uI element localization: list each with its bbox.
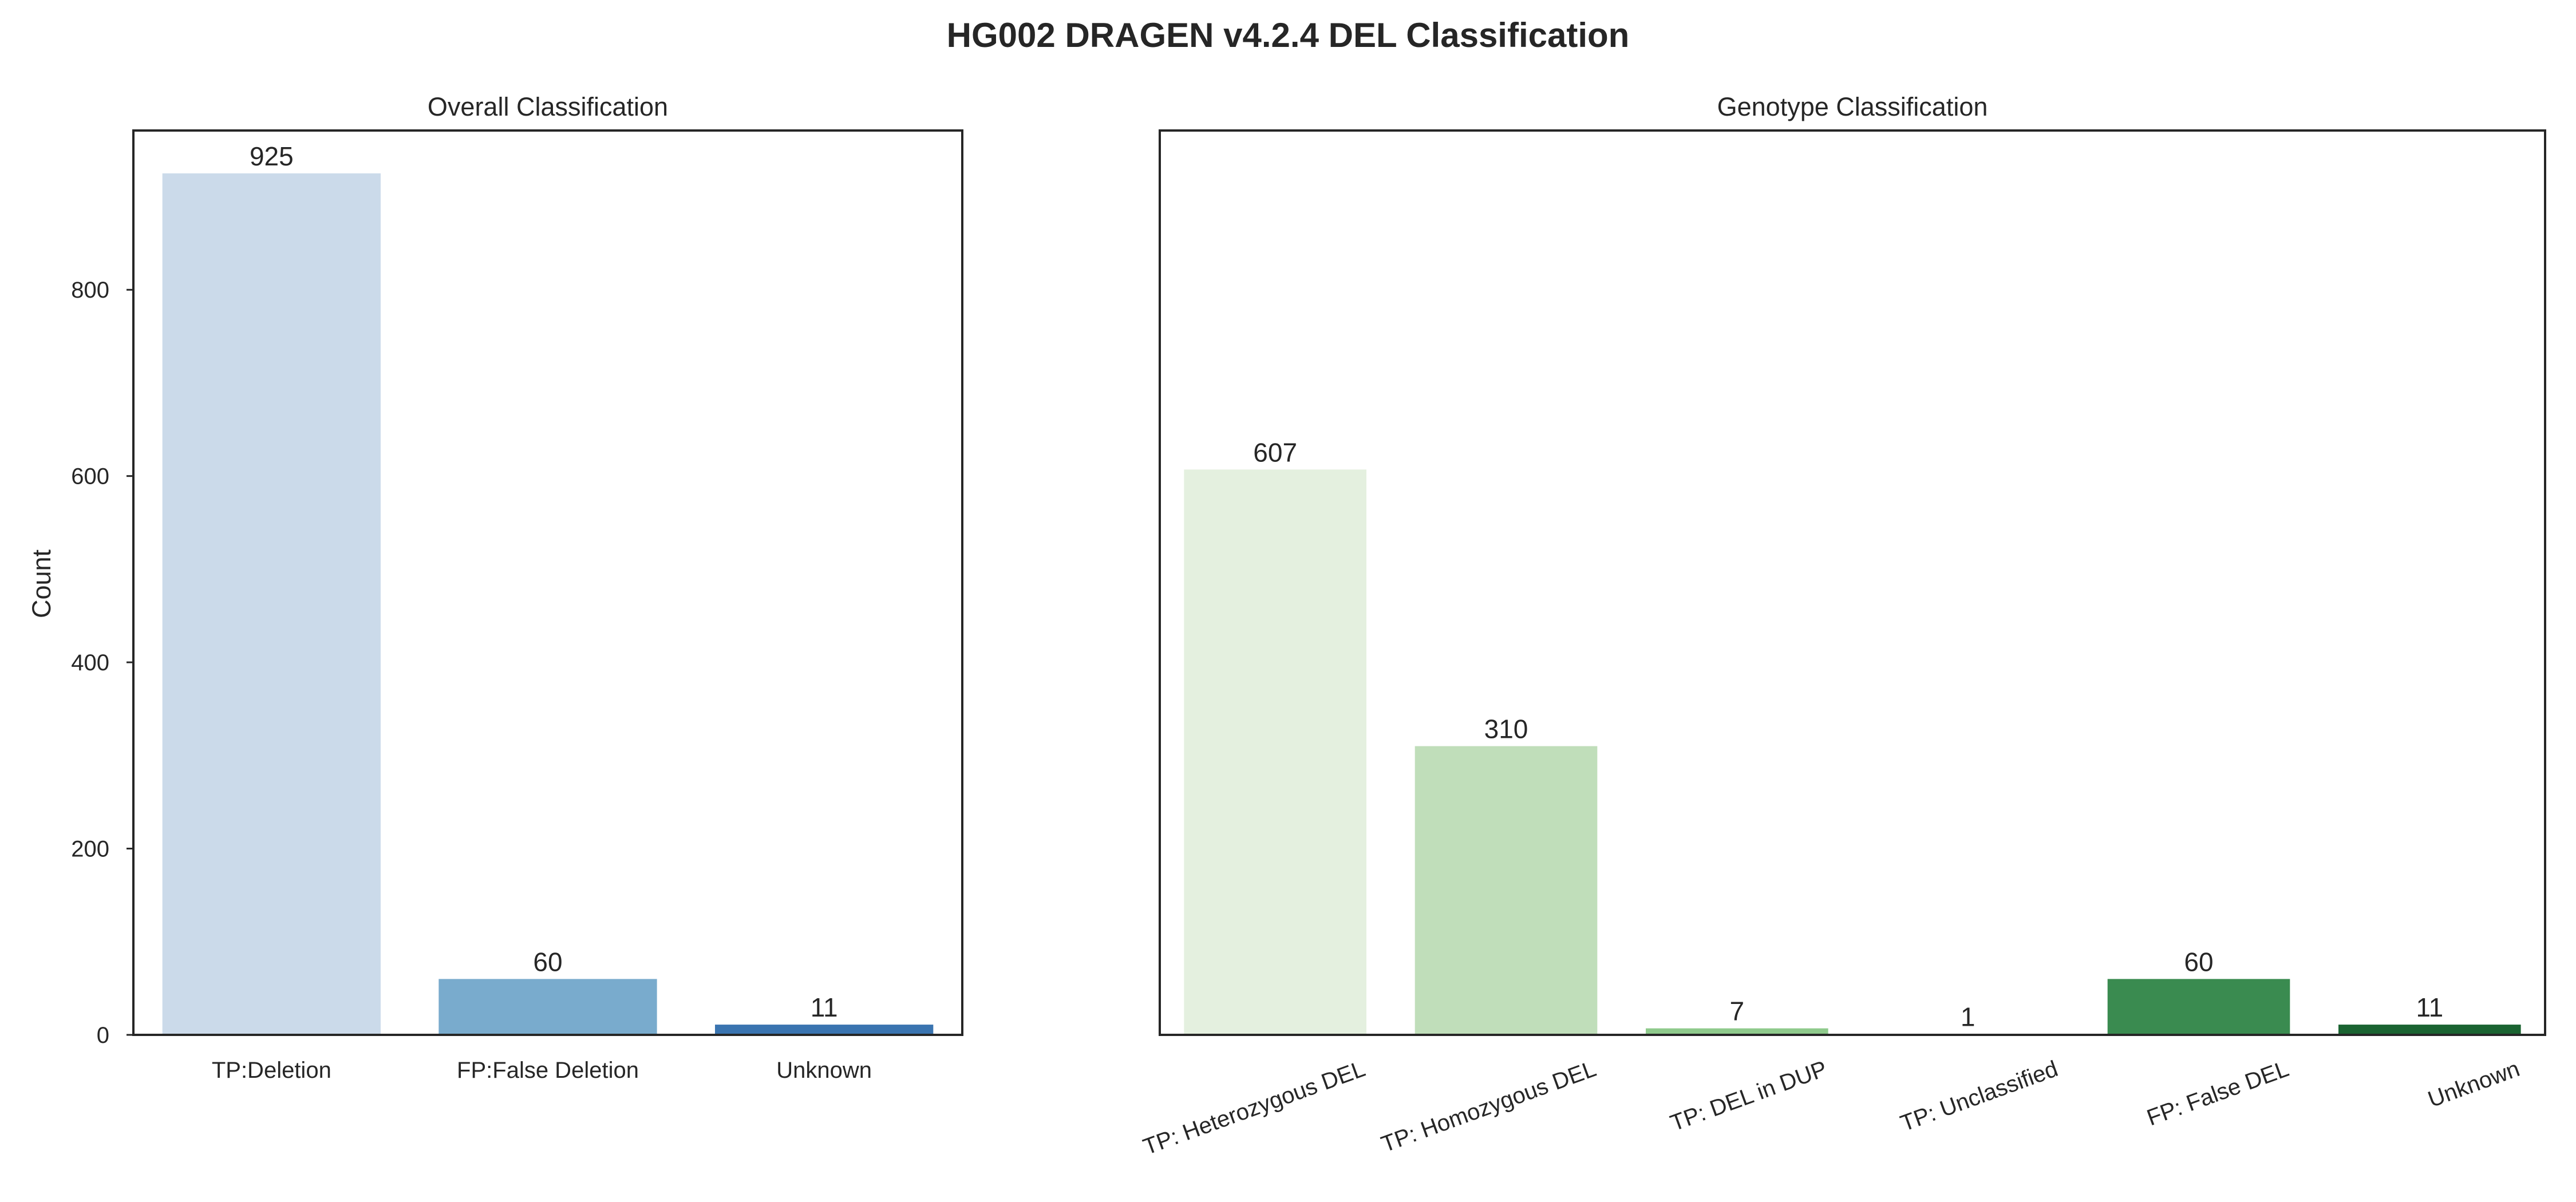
overall-axes-frame xyxy=(132,129,963,1036)
y-tick-label-600: 600 xyxy=(71,464,109,489)
data-label-tp-del-in-dup: 7 xyxy=(1730,997,1745,1026)
overall-y-axis: 0 200 400 600 800 xyxy=(71,278,133,1048)
x-tick-label-unknown: Unknown xyxy=(776,1058,872,1083)
x-tick-label-tp-unclassified: TP: Unclassified xyxy=(1897,1056,2061,1136)
overall-bars: 925 60 11 xyxy=(162,141,934,1035)
data-label-tp-unclassified: 1 xyxy=(1961,1002,1976,1031)
genotype-classification-panel: Genotype Classification 607 310 7 1 60 11 TP:… xyxy=(1140,92,2546,1160)
bar-tp-del-in-dup xyxy=(1646,1028,1828,1035)
x-tick-label-fp-false-deletion: FP:False Deletion xyxy=(457,1058,639,1083)
y-tick-label-400: 400 xyxy=(71,650,109,675)
genotype-panel-title: Genotype Classification xyxy=(1717,92,1988,121)
bar-tp-homozygous-del xyxy=(1415,746,1598,1035)
genotype-axes-frame xyxy=(1159,129,2546,1036)
x-tick-label-tp-homozygous-del: TP: Homozygous DEL xyxy=(1378,1056,1599,1157)
y-tick-label-0: 0 xyxy=(97,1023,109,1048)
bar-unknown xyxy=(715,1025,934,1035)
data-label-tp-heterozygous-del: 607 xyxy=(1253,437,1297,467)
x-tick-label-fp-false-del: FP: False DEL xyxy=(2144,1056,2292,1130)
data-label-tp-deletion: 925 xyxy=(250,141,294,171)
genotype-x-axis: TP: Heterozygous DEL TP: Homozygous DEL TP… xyxy=(1140,1056,2523,1160)
data-label-fp-false-del: 60 xyxy=(2184,947,2213,976)
overall-panel-title: Overall Classification xyxy=(428,92,668,121)
y-tick-label-800: 800 xyxy=(71,278,109,303)
bar-tp-heterozygous-del xyxy=(1184,469,1366,1035)
data-label-fp-false-deletion: 60 xyxy=(533,947,562,976)
overall-classification-panel: Overall Classification Count 925 60 11 0 20… xyxy=(27,92,963,1083)
x-tick-label-tp-deletion: TP:Deletion xyxy=(212,1058,331,1083)
bar-unknown xyxy=(2338,1025,2521,1035)
x-tick-label-tp-heterozygous-del: TP: Heterozygous DEL xyxy=(1140,1056,1368,1160)
overall-y-axis-label: Count xyxy=(27,549,56,618)
bar-tp-deletion xyxy=(162,173,381,1035)
y-tick-label-200: 200 xyxy=(71,837,109,862)
bar-fp-false-deletion xyxy=(438,979,657,1035)
figure-title: HG002 DRAGEN v4.2.4 DEL Classification xyxy=(947,16,1630,54)
x-tick-label-tp-del-in-dup: TP: DEL in DUP xyxy=(1667,1056,1830,1136)
data-label-unknown: 11 xyxy=(2416,993,2443,1022)
x-tick-label-unknown: Unknown xyxy=(2425,1056,2523,1112)
overall-x-axis: TP:Deletion FP:False Deletion Unknown xyxy=(212,1058,872,1083)
bar-fp-false-del xyxy=(2107,979,2290,1035)
data-label-tp-homozygous-del: 310 xyxy=(1484,714,1528,744)
genotype-bars: 607 310 7 1 60 11 xyxy=(1184,437,2521,1035)
data-label-unknown: 11 xyxy=(811,993,838,1022)
